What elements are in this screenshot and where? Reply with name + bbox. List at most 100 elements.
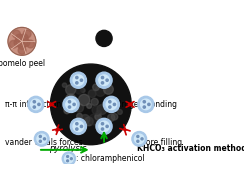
Circle shape xyxy=(76,88,82,94)
Circle shape xyxy=(18,42,26,49)
Circle shape xyxy=(43,138,46,140)
Circle shape xyxy=(106,99,117,110)
Text: π-π interaction: π-π interaction xyxy=(5,100,61,109)
Circle shape xyxy=(73,103,75,105)
Circle shape xyxy=(106,98,113,105)
Circle shape xyxy=(76,128,78,130)
Circle shape xyxy=(67,160,69,162)
Circle shape xyxy=(99,124,105,131)
Circle shape xyxy=(39,140,41,142)
Circle shape xyxy=(106,125,108,128)
Circle shape xyxy=(20,34,28,42)
Circle shape xyxy=(99,121,109,132)
Text: KHCO₃ activation method: KHCO₃ activation method xyxy=(137,144,244,153)
Circle shape xyxy=(76,82,78,84)
Circle shape xyxy=(39,135,41,137)
Circle shape xyxy=(97,105,107,115)
Circle shape xyxy=(102,102,109,108)
Circle shape xyxy=(68,101,71,103)
Circle shape xyxy=(96,111,101,116)
Text: pyrolysis: pyrolysis xyxy=(49,144,86,153)
Circle shape xyxy=(137,140,139,142)
Circle shape xyxy=(92,106,101,114)
Circle shape xyxy=(96,30,112,46)
Circle shape xyxy=(14,39,22,47)
Circle shape xyxy=(62,83,67,87)
Circle shape xyxy=(77,113,82,119)
Circle shape xyxy=(10,40,17,48)
Text: pomelo peel: pomelo peel xyxy=(0,59,45,68)
Circle shape xyxy=(93,84,99,91)
Circle shape xyxy=(63,96,79,112)
Circle shape xyxy=(106,79,108,81)
Circle shape xyxy=(96,118,112,134)
Circle shape xyxy=(73,75,84,85)
Circle shape xyxy=(67,156,69,157)
Circle shape xyxy=(66,94,76,104)
Circle shape xyxy=(80,125,82,128)
Circle shape xyxy=(101,128,104,130)
Circle shape xyxy=(22,39,30,46)
Circle shape xyxy=(141,138,143,140)
Circle shape xyxy=(34,132,49,146)
Circle shape xyxy=(78,94,90,106)
Circle shape xyxy=(109,101,111,103)
Circle shape xyxy=(87,103,92,108)
Circle shape xyxy=(143,101,145,103)
Circle shape xyxy=(112,97,115,99)
Circle shape xyxy=(101,82,104,84)
Circle shape xyxy=(101,123,104,125)
Circle shape xyxy=(68,106,71,108)
Circle shape xyxy=(141,99,151,110)
Circle shape xyxy=(65,154,73,163)
Circle shape xyxy=(13,30,20,38)
Circle shape xyxy=(62,152,75,165)
Circle shape xyxy=(70,72,86,88)
Circle shape xyxy=(108,114,115,121)
Circle shape xyxy=(111,114,118,120)
Circle shape xyxy=(99,75,109,85)
Circle shape xyxy=(148,103,150,105)
Circle shape xyxy=(89,114,100,125)
Circle shape xyxy=(84,117,93,126)
Circle shape xyxy=(113,103,116,105)
Circle shape xyxy=(95,86,105,96)
Circle shape xyxy=(103,96,119,112)
Circle shape xyxy=(103,84,113,94)
Circle shape xyxy=(30,99,41,110)
Circle shape xyxy=(71,158,72,160)
Circle shape xyxy=(16,34,23,42)
Circle shape xyxy=(101,76,104,79)
Circle shape xyxy=(8,27,36,55)
Circle shape xyxy=(37,134,47,144)
Circle shape xyxy=(76,123,78,125)
Text: : chloramphenicol: : chloramphenicol xyxy=(76,154,145,163)
Circle shape xyxy=(23,30,31,38)
Circle shape xyxy=(91,98,98,105)
Circle shape xyxy=(138,96,154,112)
Circle shape xyxy=(134,134,144,144)
Circle shape xyxy=(143,106,145,108)
Circle shape xyxy=(33,101,35,103)
Text: hydrogen bonding: hydrogen bonding xyxy=(107,100,177,109)
Circle shape xyxy=(33,106,35,108)
Circle shape xyxy=(88,90,96,98)
Text: vander Waals forces: vander Waals forces xyxy=(5,138,83,147)
Circle shape xyxy=(132,132,147,146)
Circle shape xyxy=(137,135,139,137)
Circle shape xyxy=(73,121,84,132)
Circle shape xyxy=(109,106,111,108)
Circle shape xyxy=(27,40,34,48)
Circle shape xyxy=(75,104,83,112)
Circle shape xyxy=(117,110,122,114)
Circle shape xyxy=(38,103,40,105)
Circle shape xyxy=(81,115,90,124)
Circle shape xyxy=(64,108,70,114)
Circle shape xyxy=(96,72,112,88)
Circle shape xyxy=(81,88,85,92)
Circle shape xyxy=(51,64,131,145)
Circle shape xyxy=(66,99,76,110)
Circle shape xyxy=(66,85,76,95)
Circle shape xyxy=(96,79,100,83)
Text: pore filling: pore filling xyxy=(141,138,182,147)
